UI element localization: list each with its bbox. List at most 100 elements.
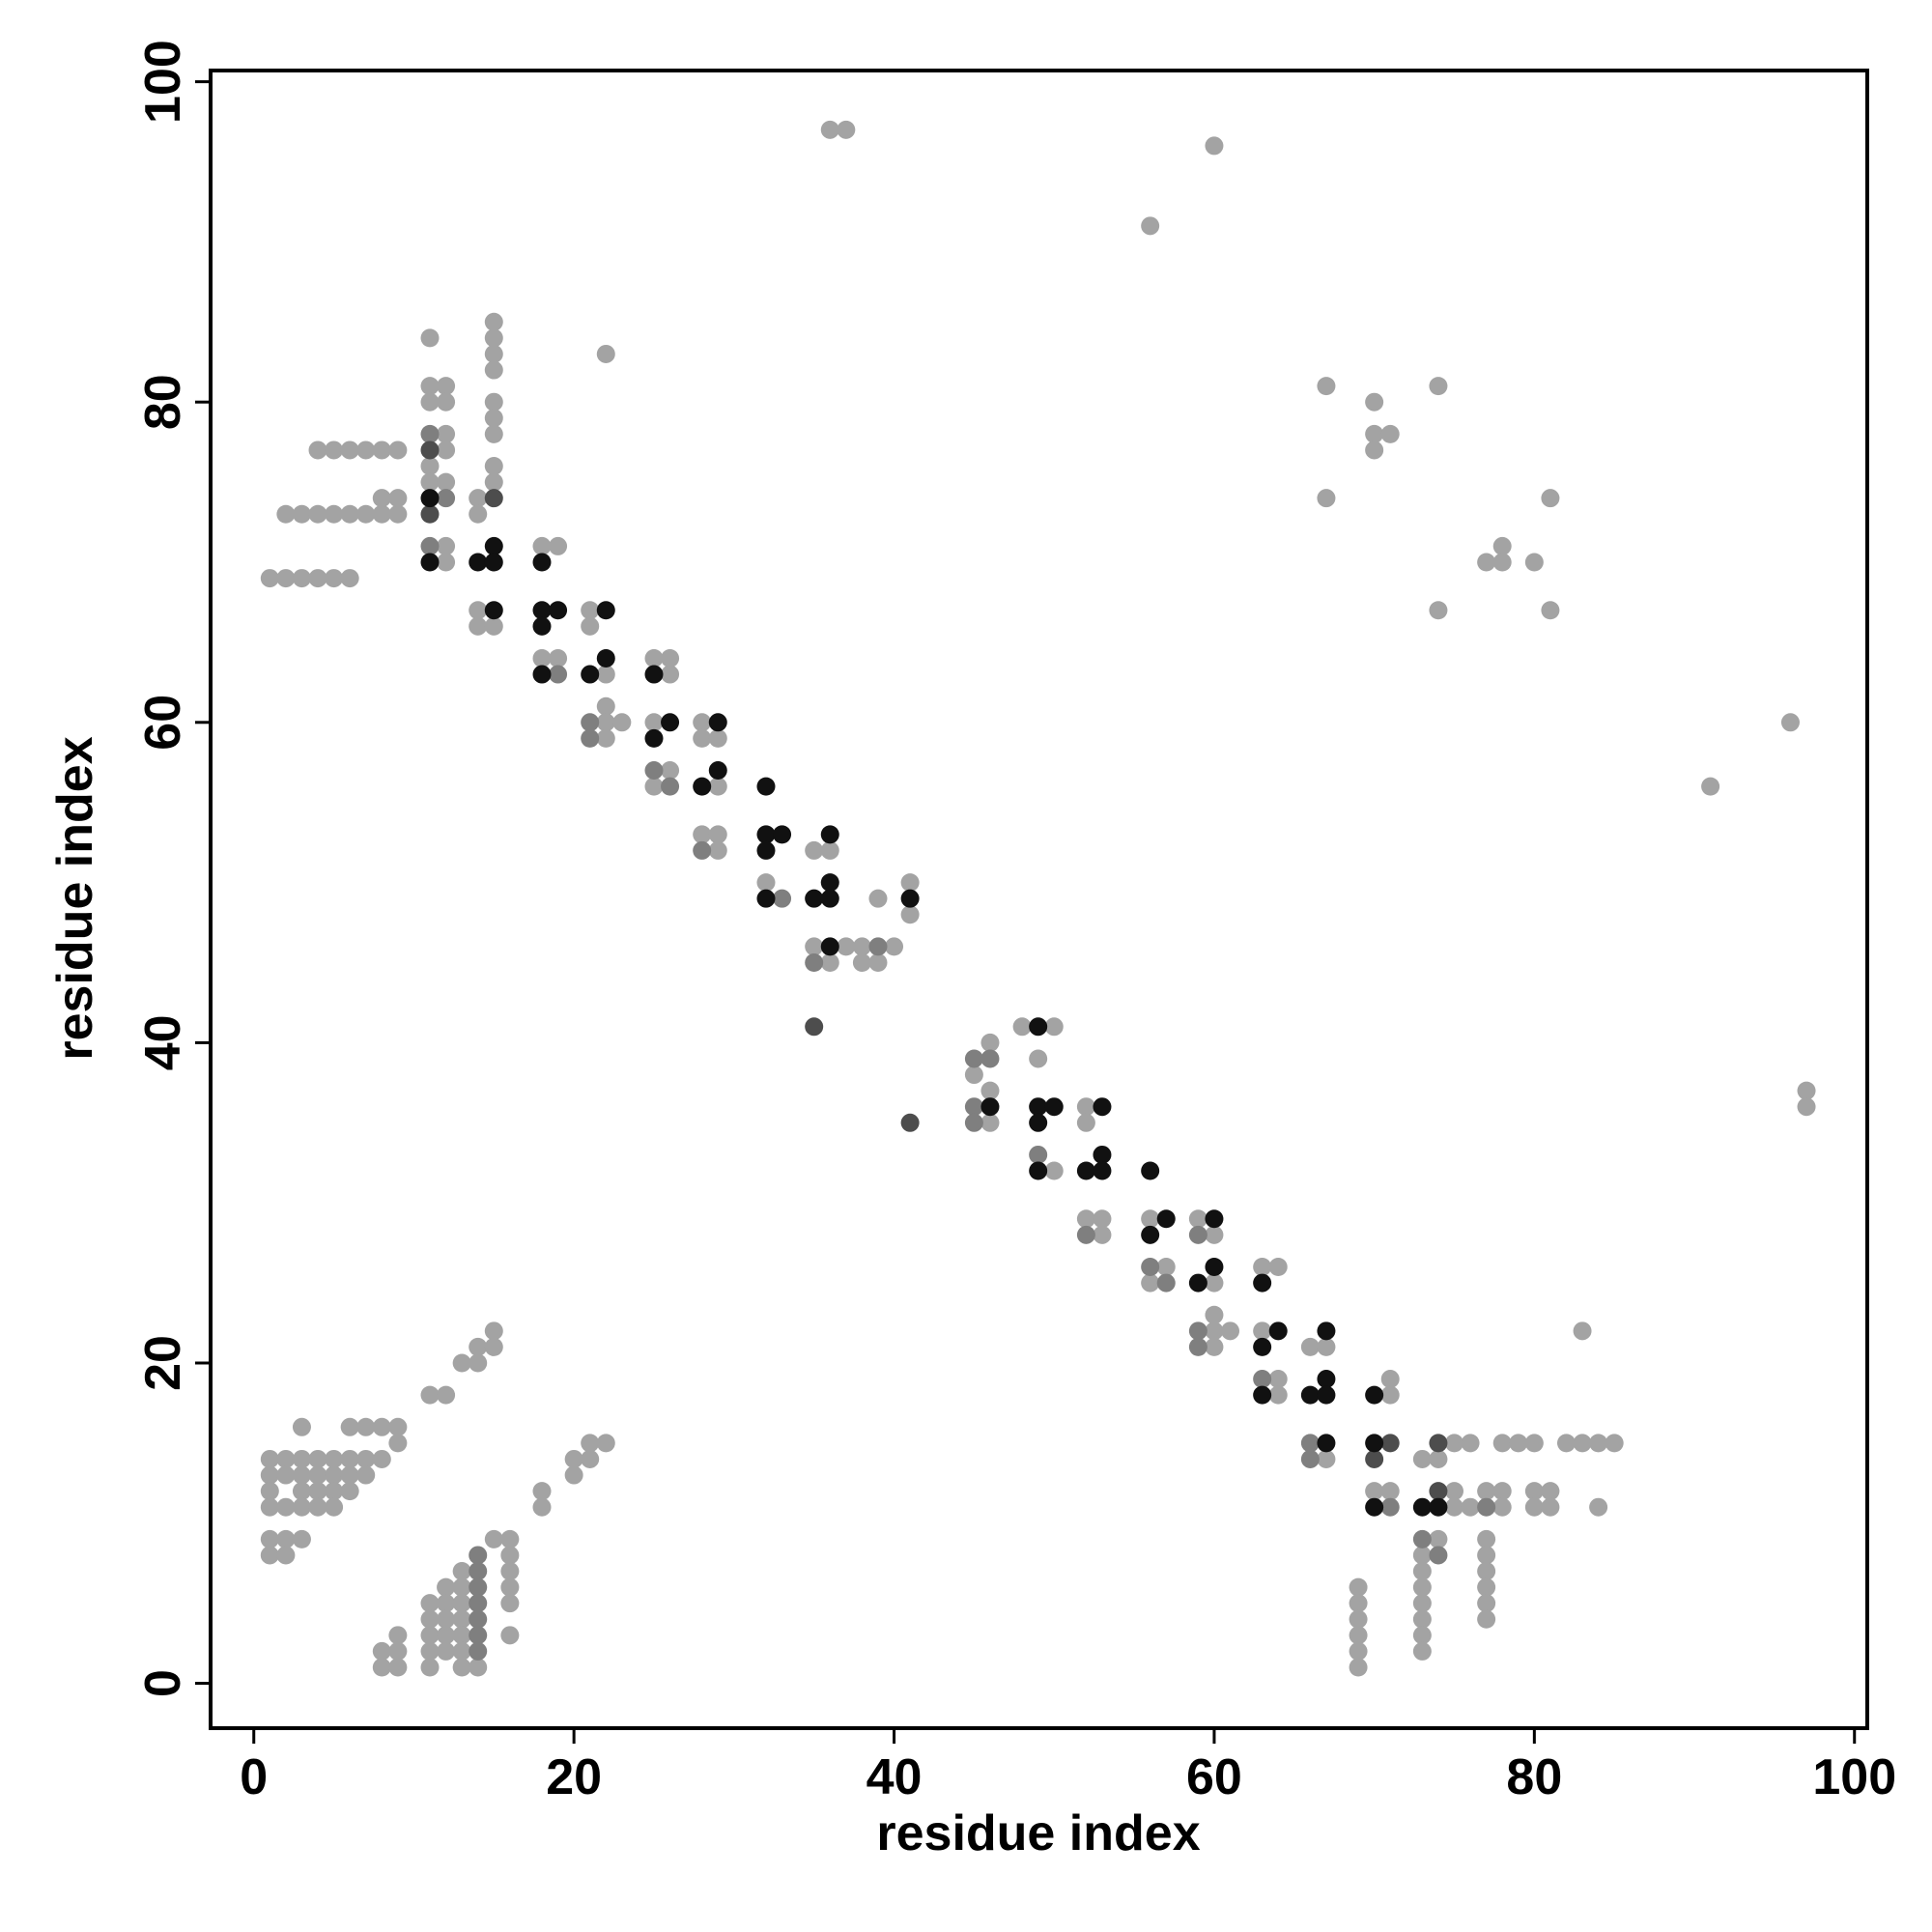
contact-point <box>581 713 600 732</box>
contact-point <box>420 328 440 348</box>
x-tick-label: 40 <box>867 1749 923 1805</box>
contact-point <box>820 889 839 908</box>
contact-point <box>500 1546 520 1565</box>
contact-point <box>1300 1337 1320 1356</box>
contact-point <box>596 713 615 732</box>
contact-point <box>661 665 680 684</box>
contact-point <box>420 392 440 412</box>
contact-point <box>532 665 552 684</box>
contact-point <box>437 553 456 572</box>
contact-point <box>372 440 391 460</box>
contact-point <box>437 1609 456 1629</box>
contact-point <box>1141 1161 1160 1180</box>
contact-point <box>868 937 888 956</box>
contact-point <box>644 761 664 781</box>
contact-point <box>437 536 456 555</box>
contact-point <box>452 1577 471 1597</box>
contact-point <box>1076 1161 1095 1180</box>
contact-point <box>820 825 839 844</box>
contact-point <box>1268 1385 1288 1405</box>
contact-point <box>1524 553 1544 572</box>
contact-point <box>1477 1594 1496 1613</box>
contact-point <box>564 1465 583 1485</box>
contact-point <box>1205 1209 1224 1229</box>
contact-point <box>1141 1258 1160 1277</box>
contact-point <box>644 648 664 668</box>
contact-point <box>1701 777 1720 796</box>
contact-point <box>1268 1370 1288 1389</box>
contact-point <box>900 889 920 908</box>
contact-point <box>325 569 344 588</box>
contact-point <box>325 1449 344 1468</box>
contact-point <box>1300 1434 1320 1453</box>
contact-point <box>1029 1145 1048 1164</box>
contact-point <box>1044 1161 1064 1180</box>
contact-point <box>1365 1385 1384 1405</box>
contact-point <box>1797 1097 1816 1117</box>
contact-point <box>1461 1434 1480 1453</box>
contact-point <box>420 1594 440 1613</box>
contact-point <box>644 777 664 796</box>
contact-point <box>1412 1529 1432 1548</box>
contact-point <box>437 489 456 508</box>
contact-point <box>437 1594 456 1613</box>
contact-point <box>564 1449 583 1468</box>
contact-point <box>1300 1385 1320 1405</box>
x-tick-label: 80 <box>1506 1749 1562 1805</box>
contact-point <box>484 472 503 492</box>
contact-point <box>484 536 503 555</box>
contact-point <box>1477 1497 1496 1517</box>
contact-point <box>1429 1449 1448 1468</box>
contact-point <box>388 489 408 508</box>
contact-point <box>708 713 727 732</box>
contact-point <box>1429 1546 1448 1565</box>
contact-point <box>1541 1482 1560 1501</box>
contact-point <box>1253 1258 1272 1277</box>
contact-point <box>420 489 440 508</box>
contact-point <box>276 1449 296 1468</box>
contact-point <box>452 1594 471 1613</box>
contact-point <box>292 1482 311 1501</box>
contact-point <box>1044 1017 1064 1037</box>
y-tick-label: 20 <box>135 1335 191 1391</box>
contact-point <box>1093 1161 1112 1180</box>
contact-point <box>1205 1337 1224 1356</box>
contact-point <box>581 665 600 684</box>
contact-point <box>596 728 615 748</box>
contact-point <box>1317 489 1336 508</box>
contact-point <box>437 424 456 443</box>
x-axis-title: residue index <box>876 1805 1200 1861</box>
contact-point <box>1541 1497 1560 1517</box>
contact-point <box>581 1449 600 1468</box>
contact-point <box>1076 1225 1095 1244</box>
x-tick-label: 100 <box>1812 1749 1896 1805</box>
contact-point <box>484 616 503 636</box>
contact-point <box>1076 1097 1095 1117</box>
contact-point <box>1349 1594 1368 1613</box>
contact-point <box>1412 1449 1432 1468</box>
contact-point <box>773 889 792 908</box>
contact-point <box>596 648 615 668</box>
contact-point <box>1317 1434 1336 1453</box>
contact-point <box>437 1626 456 1645</box>
contact-point <box>500 1594 520 1613</box>
contact-point <box>484 409 503 428</box>
contact-point <box>1780 713 1800 732</box>
contact-point <box>260 1465 279 1485</box>
contact-point <box>469 1577 488 1597</box>
contact-point <box>532 601 552 620</box>
contact-point <box>532 648 552 668</box>
contact-point <box>980 1081 1000 1100</box>
contact-point <box>1477 1529 1496 1548</box>
x-tick-label: 60 <box>1186 1749 1242 1805</box>
contact-point <box>1253 1273 1272 1293</box>
contact-point <box>708 728 727 748</box>
contact-point <box>1093 1209 1112 1229</box>
contact-point <box>708 761 727 781</box>
contact-point <box>260 569 279 588</box>
contact-point <box>661 777 680 796</box>
contact-point <box>1141 1209 1160 1229</box>
contact-point <box>292 569 311 588</box>
contact-point <box>1253 1321 1272 1341</box>
